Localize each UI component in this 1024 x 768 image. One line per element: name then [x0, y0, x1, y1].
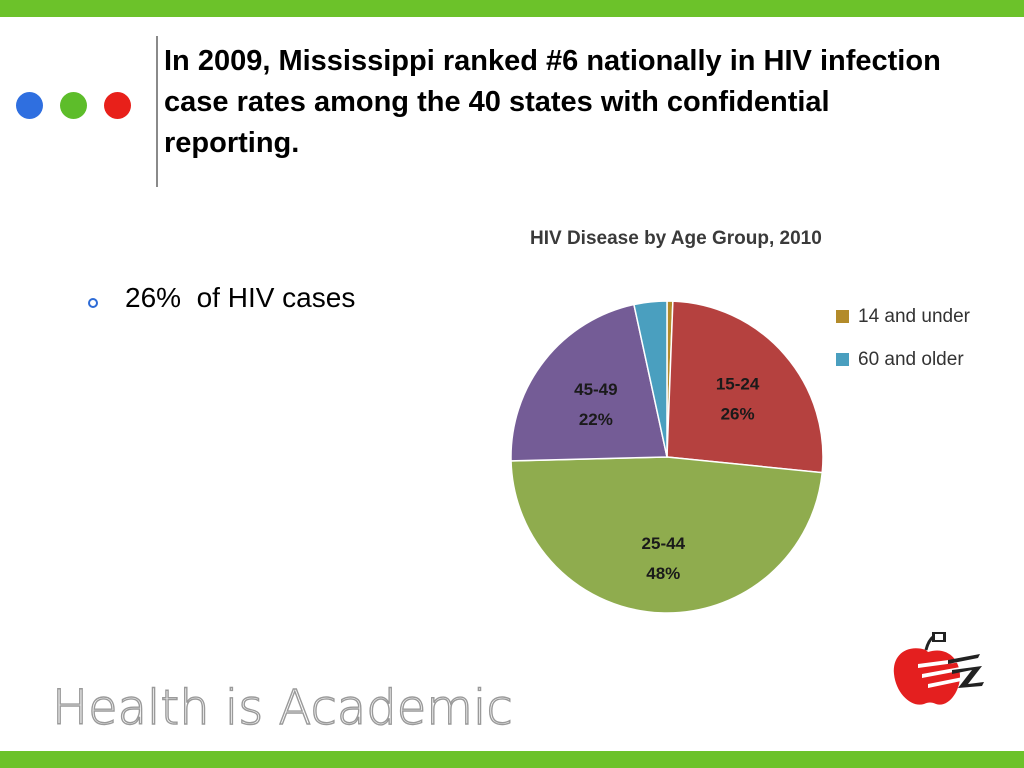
slice-percent-15-24: 26%: [721, 405, 755, 424]
pie-chart: HIV Disease by Age Group, 2010 15-24 26% 2…: [500, 212, 1000, 622]
pie-slice-60-and-older: [633, 300, 668, 458]
red-dot-icon: [104, 92, 131, 119]
title-divider: [156, 36, 158, 187]
bullet-circle-icon: [88, 298, 98, 308]
slice-label-25-44: 25-44: [642, 534, 686, 553]
slice-percent-25-44: 48%: [646, 564, 680, 583]
legend-swatch-60-and-older: [836, 353, 849, 366]
slice-label-45-49: 45-49: [574, 380, 617, 399]
apple-logo-icon: [888, 630, 988, 710]
legend-label-14-and-under: 14 and under: [858, 306, 971, 327]
top-green-bar: [0, 0, 1024, 17]
pie-slice-15-24: [666, 300, 824, 474]
pie-slice-45-49: [510, 303, 668, 462]
footer-brand-text: Health is Academic: [51, 679, 513, 736]
legend-swatch-14-and-under: [836, 310, 849, 323]
pie-chart-svg: HIV Disease by Age Group, 2010 15-24 26% 2…: [510, 228, 971, 614]
blue-dot-icon: [16, 92, 43, 119]
pie-slice-25-44: [510, 456, 824, 614]
legend-label-60-and-older: 60 and older: [858, 349, 964, 370]
green-dot-icon: [60, 92, 87, 119]
bullet-text: 26% of HIV cases: [125, 282, 356, 313]
chart-title: HIV Disease by Age Group, 2010: [530, 228, 822, 249]
slice-percent-45-49: 22%: [579, 410, 613, 429]
slice-label-15-24: 15-24: [716, 375, 760, 394]
slide-title: In 2009, Mississippi ranked #6 nationall…: [164, 45, 941, 159]
bottom-green-bar: [0, 751, 1024, 768]
